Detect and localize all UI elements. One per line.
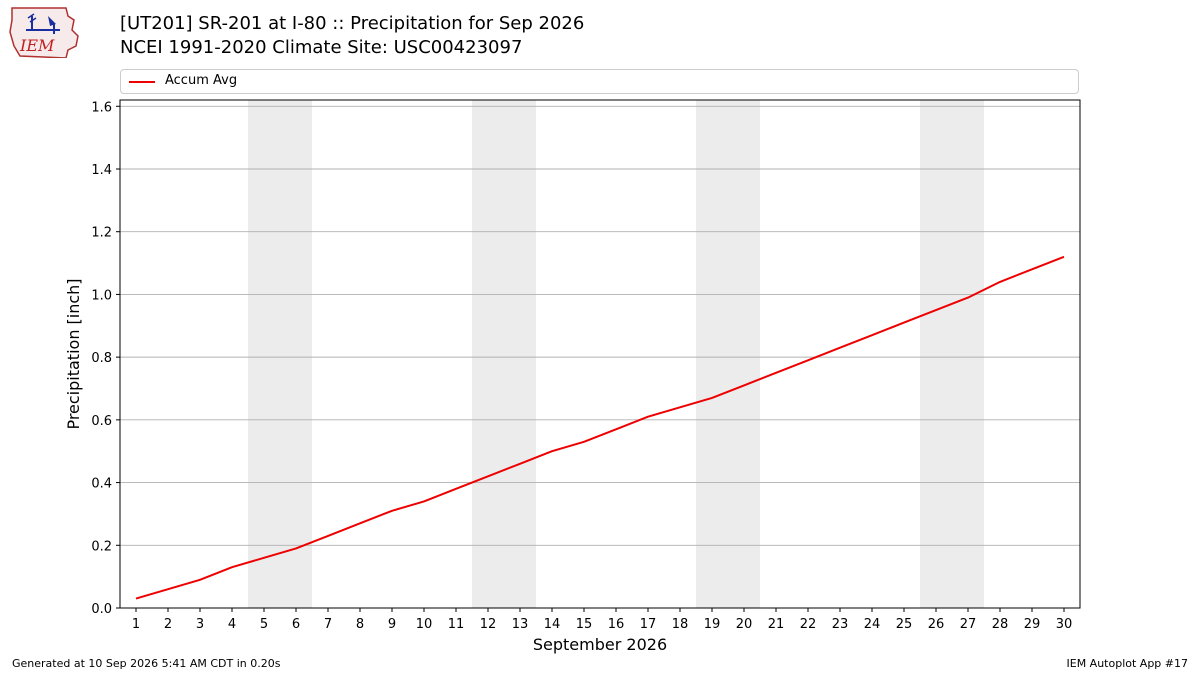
x-tick-label: 23	[832, 617, 849, 632]
accum-avg-line	[135, 255, 1065, 600]
app-note: IEM Autoplot App #17	[1066, 657, 1189, 670]
x-tick-label: 26	[928, 617, 945, 632]
y-tick-label: 0.4	[91, 477, 112, 492]
x-tick-label: 7	[324, 617, 332, 632]
x-tick-label: 1	[132, 617, 140, 632]
y-tick-label: 0.6	[91, 414, 112, 429]
x-tick-label: 13	[512, 617, 529, 632]
generated-note: Generated at 10 Sep 2026 5:41 AM CDT in …	[12, 657, 281, 670]
x-tick-label: 21	[768, 617, 785, 632]
plot-frame	[119, 99, 1081, 609]
chart-title: [UT201] SR-201 at I-80 :: Precipitation …	[120, 12, 584, 60]
x-tick-label: 8	[356, 617, 364, 632]
x-tick-label: 28	[992, 617, 1009, 632]
x-tick-label: 17	[640, 617, 657, 632]
y-tick-label: 0.8	[91, 351, 112, 366]
x-tick-label: 14	[544, 617, 561, 632]
x-tick-label: 3	[196, 617, 204, 632]
x-tick-label: 22	[800, 617, 817, 632]
x-tick-label: 30	[1056, 617, 1073, 632]
x-tick-label: 24	[864, 617, 881, 632]
logo-text: IEM	[19, 36, 55, 55]
x-tick-label: 25	[896, 617, 913, 632]
x-tick-label: 9	[388, 617, 396, 632]
x-tick-label: 4	[228, 617, 236, 632]
y-tick-label: 1.2	[91, 226, 112, 241]
weekend-band	[472, 100, 536, 608]
y-tick-label: 0.2	[91, 539, 112, 554]
x-tick-label: 12	[480, 617, 497, 632]
x-tick-label: 10	[416, 617, 433, 632]
x-tick-label: 11	[448, 617, 465, 632]
weekend-band	[696, 100, 760, 608]
x-tick-label: 18	[672, 617, 689, 632]
y-tick-label: 0.0	[91, 602, 112, 617]
y-tick-label: 1.4	[91, 163, 112, 178]
x-tick-label: 2	[164, 617, 172, 632]
x-tick-label: 16	[608, 617, 625, 632]
x-tick-label: 15	[576, 617, 593, 632]
title-line-2: NCEI 1991-2020 Climate Site: USC00423097	[120, 37, 523, 58]
y-tick-label: 1.6	[91, 100, 112, 115]
x-tick-label: 27	[960, 617, 977, 632]
x-tick-label: 29	[1024, 617, 1041, 632]
x-tick-label: 19	[704, 617, 721, 632]
y-axis-label: Precipitation [inch]	[64, 278, 83, 429]
x-tick-label: 5	[260, 617, 268, 632]
x-tick-label: 20	[736, 617, 753, 632]
weekend-band	[920, 100, 984, 608]
y-tick-label: 1.0	[91, 288, 112, 303]
legend: Accum Avg	[120, 69, 1079, 94]
weekend-band	[248, 100, 312, 608]
iem-logo: IEM	[9, 7, 79, 58]
legend-label: Accum Avg	[165, 73, 238, 88]
x-tick-label: 6	[292, 617, 300, 632]
title-line-1: [UT201] SR-201 at I-80 :: Precipitation …	[120, 13, 585, 34]
x-axis-label: September 2026	[533, 635, 667, 654]
legend-line-swatch	[129, 81, 155, 83]
